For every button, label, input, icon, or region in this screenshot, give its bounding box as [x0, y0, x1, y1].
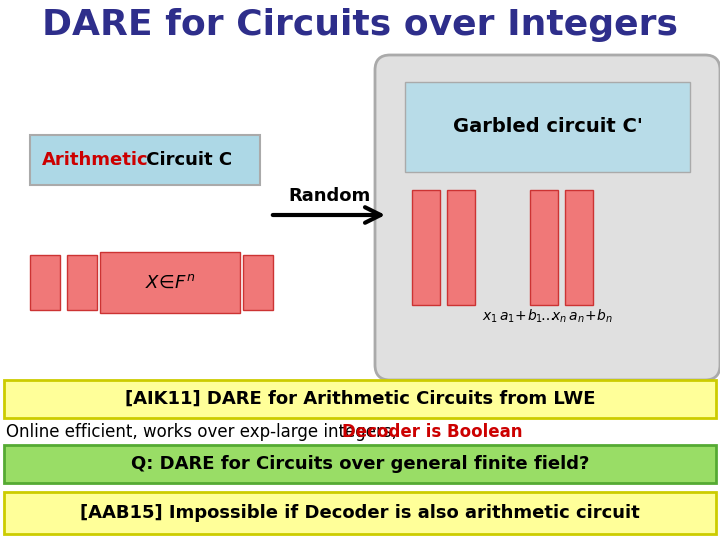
FancyBboxPatch shape	[565, 190, 593, 305]
Text: Decoder is Boolean: Decoder is Boolean	[342, 423, 522, 441]
FancyBboxPatch shape	[30, 135, 260, 185]
FancyBboxPatch shape	[67, 255, 97, 310]
FancyBboxPatch shape	[4, 445, 716, 483]
Text: Random: Random	[288, 187, 370, 205]
Text: [AIK11] DARE for Arithmetic Circuits from LWE: [AIK11] DARE for Arithmetic Circuits fro…	[125, 390, 595, 408]
Text: Circuit C: Circuit C	[140, 151, 232, 169]
Text: Arithmetic: Arithmetic	[42, 151, 148, 169]
FancyBboxPatch shape	[30, 255, 60, 310]
FancyBboxPatch shape	[100, 252, 240, 313]
FancyBboxPatch shape	[4, 492, 716, 534]
Text: [AAB15] Impossible if Decoder is also arithmetic circuit: [AAB15] Impossible if Decoder is also ar…	[80, 504, 640, 522]
Text: DARE for Circuits over Integers: DARE for Circuits over Integers	[42, 8, 678, 42]
FancyBboxPatch shape	[4, 380, 716, 418]
Text: Q: DARE for Circuits over general finite field?: Q: DARE for Circuits over general finite…	[131, 455, 589, 473]
FancyBboxPatch shape	[243, 255, 273, 310]
FancyBboxPatch shape	[405, 82, 690, 172]
FancyBboxPatch shape	[375, 55, 720, 380]
FancyBboxPatch shape	[447, 190, 475, 305]
Text: $X\!\in\!F^n$: $X\!\in\!F^n$	[145, 274, 195, 292]
Text: $x_1\,a_1\!+\!b_1\!\ldots\!x_n\,a_n\!+\!b_n$: $x_1\,a_1\!+\!b_1\!\ldots\!x_n\,a_n\!+\!…	[482, 308, 612, 326]
Text: Online efficient, works over exp-large integers,: Online efficient, works over exp-large i…	[6, 423, 402, 441]
FancyBboxPatch shape	[412, 190, 440, 305]
Text: Garbled circuit C': Garbled circuit C'	[453, 118, 642, 137]
FancyBboxPatch shape	[530, 190, 558, 305]
